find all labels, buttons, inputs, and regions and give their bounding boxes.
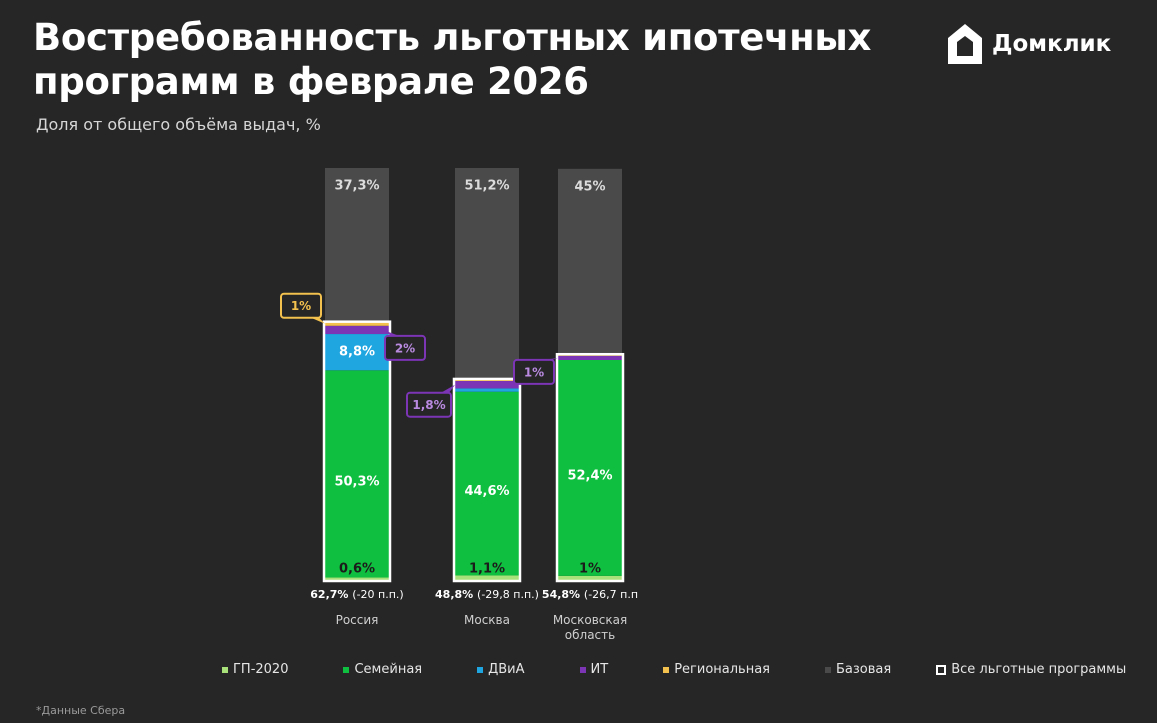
stacked-bar-chart: 0,6% 50,3% 8,8% 37,3% 1,1% 44,6% 51,2% 1% 52,4% 4… — [280, 168, 638, 642]
legend-swatch — [663, 666, 670, 673]
total-change: (-29,8 п.п.) — [477, 588, 539, 601]
domclick-house-icon — [948, 24, 982, 64]
bar-group-0 — [322, 168, 392, 583]
legend-label: Все льготные программы — [951, 662, 1127, 677]
legend-label: ДВиА — [488, 662, 525, 677]
data-label-базовая: 51,2% — [464, 179, 509, 194]
bar-segment-региональная — [325, 321, 389, 326]
bar-group-2 — [555, 168, 625, 583]
legend-label: Региональная — [674, 662, 770, 677]
legend-label: ГП-2020 — [233, 662, 289, 677]
callout-box — [280, 292, 322, 319]
bar-segment-базовая — [325, 168, 389, 322]
legend-item: ДВиА — [477, 662, 525, 677]
bar-segment-гп-2020 — [558, 575, 622, 580]
bar-segment-ит — [455, 381, 519, 389]
legend-swatch — [343, 666, 350, 673]
bar-segment-семейная — [325, 370, 389, 578]
legend-item: Семейная — [343, 662, 422, 677]
chart-subtitle: Доля от общего объёма выдач, % — [36, 115, 321, 134]
bar-segment-ит — [558, 355, 622, 360]
bar-segment-семейная — [455, 391, 519, 576]
footnote: *Данные Сбера — [36, 704, 126, 717]
legend-swatch — [825, 666, 831, 673]
data-label-гп-2020: 1% — [579, 562, 601, 577]
category-label: Московская — [553, 613, 627, 627]
total-change: (-26,7 п.п — [584, 588, 638, 601]
data-label-семейная: 52,4% — [567, 468, 612, 483]
preferential-outline — [452, 377, 522, 583]
data-label-базовая: 37,3% — [334, 179, 379, 194]
callout-label: 1,8% — [412, 398, 445, 412]
callout-pointer — [311, 317, 325, 324]
legend-item: Региональная — [663, 662, 770, 677]
callout-pointer — [544, 357, 558, 360]
legend-item: ГП-2020 — [222, 662, 288, 677]
category-label: Москва — [464, 613, 510, 627]
legend-label: Базовая — [836, 662, 892, 677]
bar-segment-гп-2020 — [325, 577, 389, 580]
brand-logo: Домклик — [946, 22, 1111, 66]
callout-ит: 2% — [383, 329, 426, 361]
data-label-семейная: 44,6% — [464, 484, 509, 499]
preferential-outline — [322, 320, 392, 583]
callout-label: 1% — [524, 365, 544, 379]
bar-segment-двиа — [325, 334, 389, 371]
callout-региональная: 1% — [280, 292, 325, 324]
total-label: 54,8% (-26,7 п.п — [542, 588, 638, 601]
chart-title: Востребованность льготных ипотечных прог… — [33, 16, 933, 104]
bar-segment-базовая — [455, 168, 519, 379]
legend-item-all-preferential: Все льготные программы — [936, 662, 1126, 677]
callout-ит: 1,8% — [406, 384, 455, 418]
category-label: Россия — [336, 613, 379, 627]
total-change: (-20 п.п.) — [352, 588, 403, 601]
legend-label: Семейная — [354, 662, 423, 677]
data-label-гп-2020: 0,6% — [339, 562, 375, 577]
callout-box — [513, 358, 555, 385]
legend-swatch — [477, 666, 484, 673]
callout-pointer — [441, 384, 455, 393]
bar-segment-семейная — [558, 359, 622, 576]
data-label-базовая: 45% — [574, 179, 605, 194]
callout-pointer — [383, 329, 399, 336]
legend: ГП-2020 Семейная ДВиА ИТ Региональная Базовая… — [222, 662, 1126, 677]
bar-segment-базовая — [558, 168, 622, 355]
legend-item: ИТ — [579, 662, 609, 677]
data-label-двиа: 8,8% — [339, 345, 375, 360]
legend-label: ИТ — [590, 662, 609, 677]
title-line-2: программ в феврале 2026 — [33, 60, 589, 103]
legend-swatch — [222, 666, 228, 673]
total-value: 62,7% — [310, 588, 352, 601]
bar-group-1 — [452, 168, 522, 583]
total-value: 54,8% — [542, 588, 584, 601]
title-line-1: Востребованность льготных ипотечных — [33, 16, 872, 59]
total-value: 48,8% — [435, 588, 477, 601]
bar-segment-ит — [325, 325, 389, 335]
legend-item: Базовая — [825, 662, 891, 677]
callout-box — [384, 334, 426, 361]
preferential-outline — [555, 352, 625, 583]
legend-swatch — [579, 666, 586, 673]
bar-segment-двиа — [455, 388, 519, 392]
total-label: 48,8% (-29,8 п.п.) — [435, 588, 539, 601]
callout-label: 2% — [395, 341, 415, 355]
data-label-семейная: 50,3% — [334, 474, 379, 489]
data-label-гп-2020: 1,1% — [469, 562, 505, 577]
callout-label: 1% — [291, 299, 311, 313]
callout-ит: 1% — [513, 357, 558, 385]
legend-swatch-outline — [936, 664, 947, 675]
category-label: область — [565, 628, 615, 642]
total-label: 62,7% (-20 п.п.) — [310, 588, 403, 601]
bar-segment-гп-2020 — [455, 575, 519, 580]
brand-name: Домклик — [992, 31, 1112, 57]
callout-box — [406, 391, 452, 418]
